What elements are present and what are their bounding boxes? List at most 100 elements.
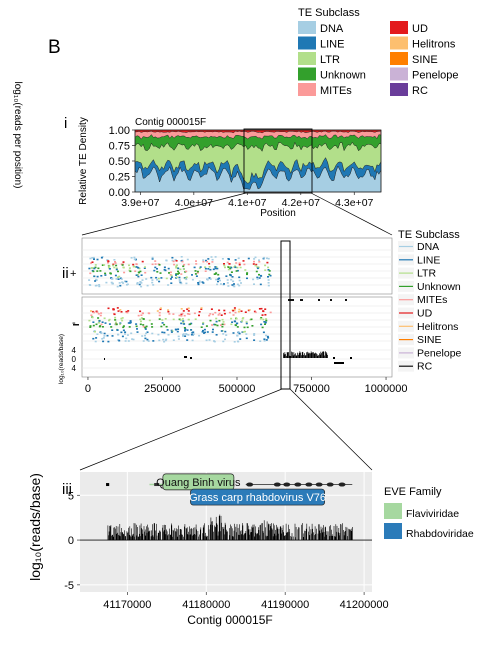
- coverage-bar: [310, 529, 312, 540]
- te-point: [260, 307, 263, 310]
- te-point: [206, 260, 209, 263]
- te-point: [205, 325, 208, 327]
- coverage-bar: [324, 527, 326, 541]
- te-point: [208, 266, 211, 268]
- te-point: [194, 270, 197, 272]
- te-point: [208, 339, 211, 341]
- te-point: [193, 312, 196, 315]
- te-point: [266, 257, 268, 260]
- te-point: [178, 314, 181, 317]
- te-point: [98, 322, 100, 324]
- coverage-bar: [306, 352, 307, 358]
- te-point: [204, 270, 207, 272]
- te-point: [115, 321, 117, 324]
- legend-mid-title: TE Subclass: [398, 229, 460, 241]
- te-point: [115, 323, 118, 326]
- te-point: [229, 274, 232, 277]
- coverage-bar: [319, 530, 321, 541]
- te-point: [264, 323, 266, 325]
- te-point: [259, 340, 262, 342]
- te-point: [130, 332, 133, 335]
- te-point: [190, 333, 193, 336]
- te-point: [182, 310, 185, 312]
- te-point: [234, 265, 236, 267]
- te-point: [214, 323, 217, 326]
- te-point: [167, 310, 170, 313]
- coverage-bar: [184, 356, 187, 358]
- te-point: [215, 272, 218, 274]
- y-tick-label: 0.25: [109, 172, 130, 184]
- panel-i: i Contig 000015F 0.00 0.25 0.50 0.75 1.00 3.…: [64, 115, 382, 219]
- coverage-bar: [149, 530, 151, 541]
- te-point: [198, 281, 201, 284]
- te-point: [151, 332, 154, 335]
- coverage-bar: [281, 533, 282, 540]
- te-point: [227, 268, 230, 271]
- te-point: [136, 282, 139, 284]
- te-point: [263, 256, 266, 259]
- te-point: [96, 311, 99, 314]
- te-point: [177, 335, 180, 338]
- te-point: [139, 270, 142, 273]
- coverage-bar: [351, 528, 353, 541]
- coverage-bar: [246, 523, 248, 540]
- te-point: [122, 261, 125, 263]
- legend-label: Penelope: [412, 70, 459, 82]
- coverage-bar: [211, 521, 212, 540]
- coverage-bar: [224, 534, 225, 541]
- x-tick-label: 41190000: [261, 599, 309, 611]
- te-point: [224, 266, 226, 269]
- te-point: [167, 309, 170, 311]
- coverage-bar: [199, 534, 200, 541]
- te-point: [253, 333, 256, 335]
- te-point: [217, 280, 219, 283]
- x-tick-label: 41200000: [340, 599, 389, 611]
- te-point: [205, 259, 207, 262]
- te-point: [208, 262, 211, 265]
- te-point: [139, 310, 142, 313]
- te-point: [145, 325, 148, 328]
- te-point: [228, 311, 231, 314]
- coverage-bar: [233, 530, 235, 541]
- te-point: [244, 311, 247, 313]
- te-point: [129, 320, 132, 322]
- te-point: [107, 307, 110, 310]
- te-point: [167, 284, 170, 286]
- coverage-bar: [269, 524, 271, 540]
- te-point: [197, 282, 200, 284]
- te-point: [232, 280, 235, 283]
- te-point: [262, 257, 265, 260]
- coverage-bar: [316, 354, 318, 358]
- coverage-bar: [291, 351, 292, 358]
- te-point: [248, 309, 251, 311]
- te-point: [134, 270, 137, 272]
- coverage-bar: [176, 536, 178, 541]
- te-point: [180, 308, 183, 310]
- te-point: [128, 269, 131, 272]
- coverage-bar: [273, 525, 275, 541]
- coverage-bar: [223, 528, 224, 541]
- coverage-bar: [132, 534, 134, 541]
- coverage-bar: [179, 529, 181, 541]
- coverage-bar: [220, 515, 222, 540]
- te-point: [138, 283, 141, 286]
- coverage-bar: [339, 533, 341, 540]
- te-point: [140, 317, 143, 319]
- coverage-bar: [347, 536, 348, 541]
- coverage-bar: [281, 527, 283, 541]
- x-tick-label: 4.0e+07: [175, 197, 213, 209]
- te-point: [154, 266, 157, 269]
- te-point: [120, 317, 123, 320]
- coverage-bar: [304, 355, 306, 358]
- coverage-bar: [171, 525, 173, 540]
- feature-mark: [345, 299, 347, 301]
- legend-swatch: [298, 52, 316, 65]
- te-point: [156, 279, 159, 281]
- legend-swatch: [298, 83, 316, 96]
- coverage-bar: [146, 532, 148, 541]
- te-point: [172, 313, 175, 315]
- x-tick-label: 0: [85, 383, 91, 395]
- te-point: [183, 327, 186, 329]
- te-point: [129, 270, 132, 273]
- panel-ii-coverage: [73, 299, 352, 364]
